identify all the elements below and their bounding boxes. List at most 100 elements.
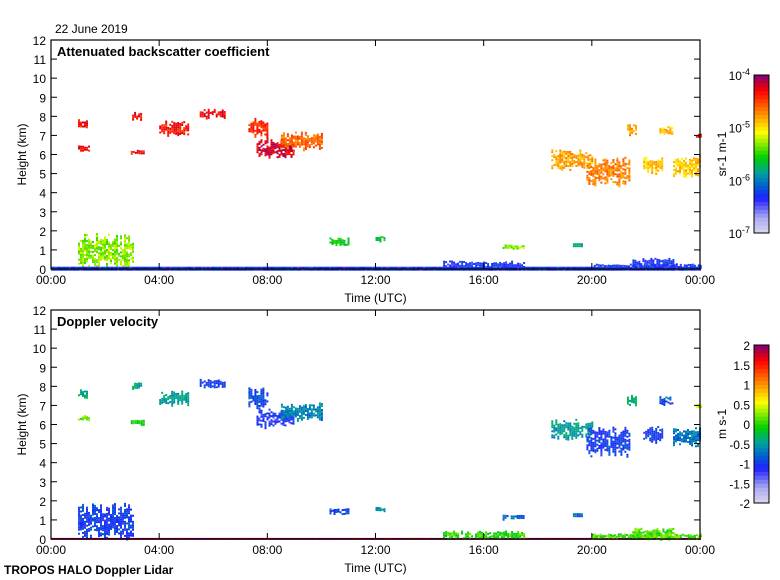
data-cell — [649, 166, 652, 169]
data-cell — [565, 160, 568, 163]
data-cell — [520, 245, 523, 248]
data-cell — [485, 537, 488, 540]
data-cell — [497, 265, 500, 268]
data-cell — [120, 261, 122, 264]
data-cell — [602, 438, 605, 441]
data-cell — [628, 167, 631, 170]
colorbar-segment — [754, 185, 769, 191]
data-cell — [581, 268, 583, 271]
data-cell — [666, 529, 669, 532]
data-cell — [294, 145, 297, 148]
data-cell — [165, 394, 168, 396]
data-cell — [96, 243, 98, 246]
data-cell — [650, 261, 653, 264]
data-cell — [600, 452, 603, 455]
data-cell — [673, 430, 675, 433]
data-cell — [695, 433, 697, 436]
data-cell — [620, 451, 623, 454]
data-cell — [687, 536, 690, 539]
data-cell — [282, 153, 285, 155]
data-cell — [163, 266, 165, 269]
data-cell — [541, 268, 543, 271]
data-cell — [181, 396, 184, 399]
data-cell — [666, 535, 669, 538]
data-cell — [159, 399, 162, 401]
data-cell — [675, 170, 677, 173]
data-cell — [622, 434, 625, 437]
data-cell — [628, 442, 631, 445]
data-cell — [679, 536, 682, 539]
data-cell — [104, 240, 106, 243]
data-cell — [112, 512, 114, 515]
data-cell — [485, 531, 488, 534]
data-cell — [88, 264, 90, 267]
data-cell — [561, 158, 564, 161]
data-cell — [683, 430, 685, 433]
data-cell — [553, 268, 555, 271]
data-cell — [614, 452, 617, 455]
data-cell — [171, 400, 174, 403]
data-cell — [578, 513, 581, 516]
data-cell — [581, 163, 584, 166]
data-cell — [557, 427, 560, 430]
data-cell — [104, 535, 106, 538]
colorbar-segment — [754, 348, 769, 354]
data-cell — [90, 240, 92, 243]
data-cell — [612, 167, 615, 169]
data-cell — [213, 386, 216, 389]
data-cell — [575, 157, 578, 159]
data-cell — [320, 405, 323, 407]
data-cell — [622, 440, 625, 443]
data-cell — [656, 528, 659, 531]
data-cell — [573, 430, 576, 433]
data-cell — [272, 412, 275, 415]
data-cell — [596, 431, 599, 434]
data-cell — [586, 178, 589, 181]
data-cell — [465, 537, 468, 540]
data-cell — [130, 257, 132, 260]
data-cell — [127, 266, 129, 269]
data-cell — [636, 530, 639, 533]
data-cell — [675, 162, 677, 165]
data-cell — [120, 532, 122, 535]
data-cell — [632, 535, 635, 538]
data-cell — [100, 524, 102, 527]
data-cell — [128, 265, 130, 268]
data-cell — [191, 266, 193, 269]
data-cell — [455, 534, 458, 537]
data-cell — [479, 536, 482, 539]
data-cell — [602, 442, 605, 445]
data-cell — [522, 247, 525, 250]
data-cell — [90, 526, 92, 529]
data-cell — [514, 245, 517, 248]
data-cell — [604, 436, 607, 439]
y-tick-label: 9 — [39, 361, 46, 375]
data-cell — [557, 437, 560, 440]
data-cell — [128, 510, 130, 513]
data-cell — [120, 508, 122, 511]
data-cell — [288, 145, 291, 147]
colorbar-segment — [754, 416, 769, 421]
data-cell — [689, 172, 691, 175]
data-cell — [640, 263, 643, 266]
data-cell — [616, 183, 619, 186]
data-cell — [607, 533, 610, 536]
data-cell — [181, 392, 184, 395]
data-cell — [651, 171, 654, 174]
data-cell — [136, 383, 139, 385]
data-cell — [316, 412, 319, 415]
data-cell — [563, 426, 566, 429]
data-cell — [78, 262, 80, 265]
data-cell — [579, 157, 582, 160]
data-cell — [551, 424, 554, 427]
data-cell — [100, 522, 102, 525]
data-cell — [104, 244, 106, 247]
data-cell — [94, 512, 96, 515]
data-cell — [288, 141, 291, 144]
data-cell — [302, 412, 305, 415]
data-cell — [463, 261, 466, 263]
data-cell — [561, 166, 564, 169]
data-cell — [181, 400, 184, 403]
data-cell — [213, 382, 216, 385]
data-cell — [108, 251, 110, 254]
